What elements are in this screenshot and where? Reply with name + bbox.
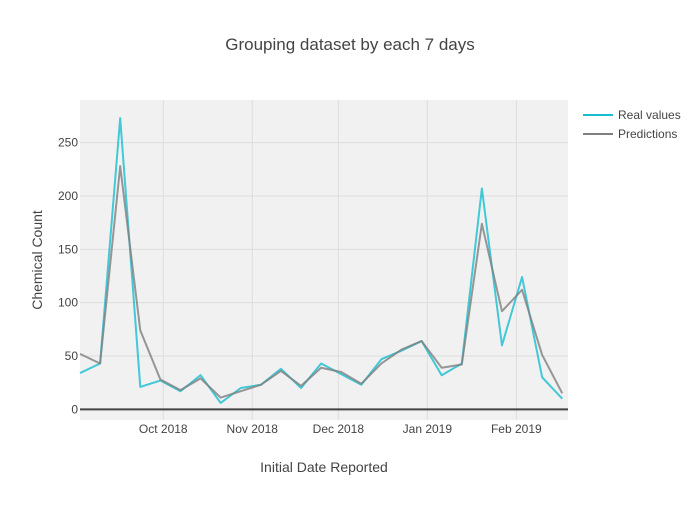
x-tick-label: Oct 2018 — [139, 422, 188, 436]
x-tick-label: Feb 2019 — [491, 422, 542, 436]
legend-item-predictions[interactable]: Predictions — [583, 127, 677, 141]
series-line-predictions — [79, 165, 564, 399]
legend[interactable]: Real values Predictions — [583, 108, 681, 141]
x-tick-label: Jan 2019 — [403, 422, 453, 436]
x-axis-title: Initial Date Reported — [260, 459, 388, 475]
x-axis-ticks: Oct 2018 Nov 2018 Dec 2018 Jan 2019 Feb 2019 — [139, 422, 542, 436]
legend-label: Real values — [618, 108, 681, 122]
y-tick-label: 0 — [71, 402, 78, 416]
y-tick-label: 150 — [58, 242, 78, 256]
series-group — [79, 117, 564, 404]
grid — [80, 100, 568, 420]
y-tick-label: 250 — [58, 136, 78, 150]
x-tick-label: Dec 2018 — [313, 422, 365, 436]
y-tick-label: 50 — [65, 349, 79, 363]
y-axis-ticks: 0 50 100 150 200 250 — [58, 136, 78, 417]
legend-item-real-values[interactable]: Real values — [583, 108, 681, 122]
y-axis-title: Chemical Count — [29, 210, 45, 310]
y-tick-label: 200 — [58, 189, 78, 203]
chart-title: Grouping dataset by each 7 days — [225, 35, 475, 54]
x-tick-label: Nov 2018 — [227, 422, 279, 436]
plot-area — [80, 100, 568, 420]
y-tick-label: 100 — [58, 296, 78, 310]
legend-label: Predictions — [618, 127, 677, 141]
